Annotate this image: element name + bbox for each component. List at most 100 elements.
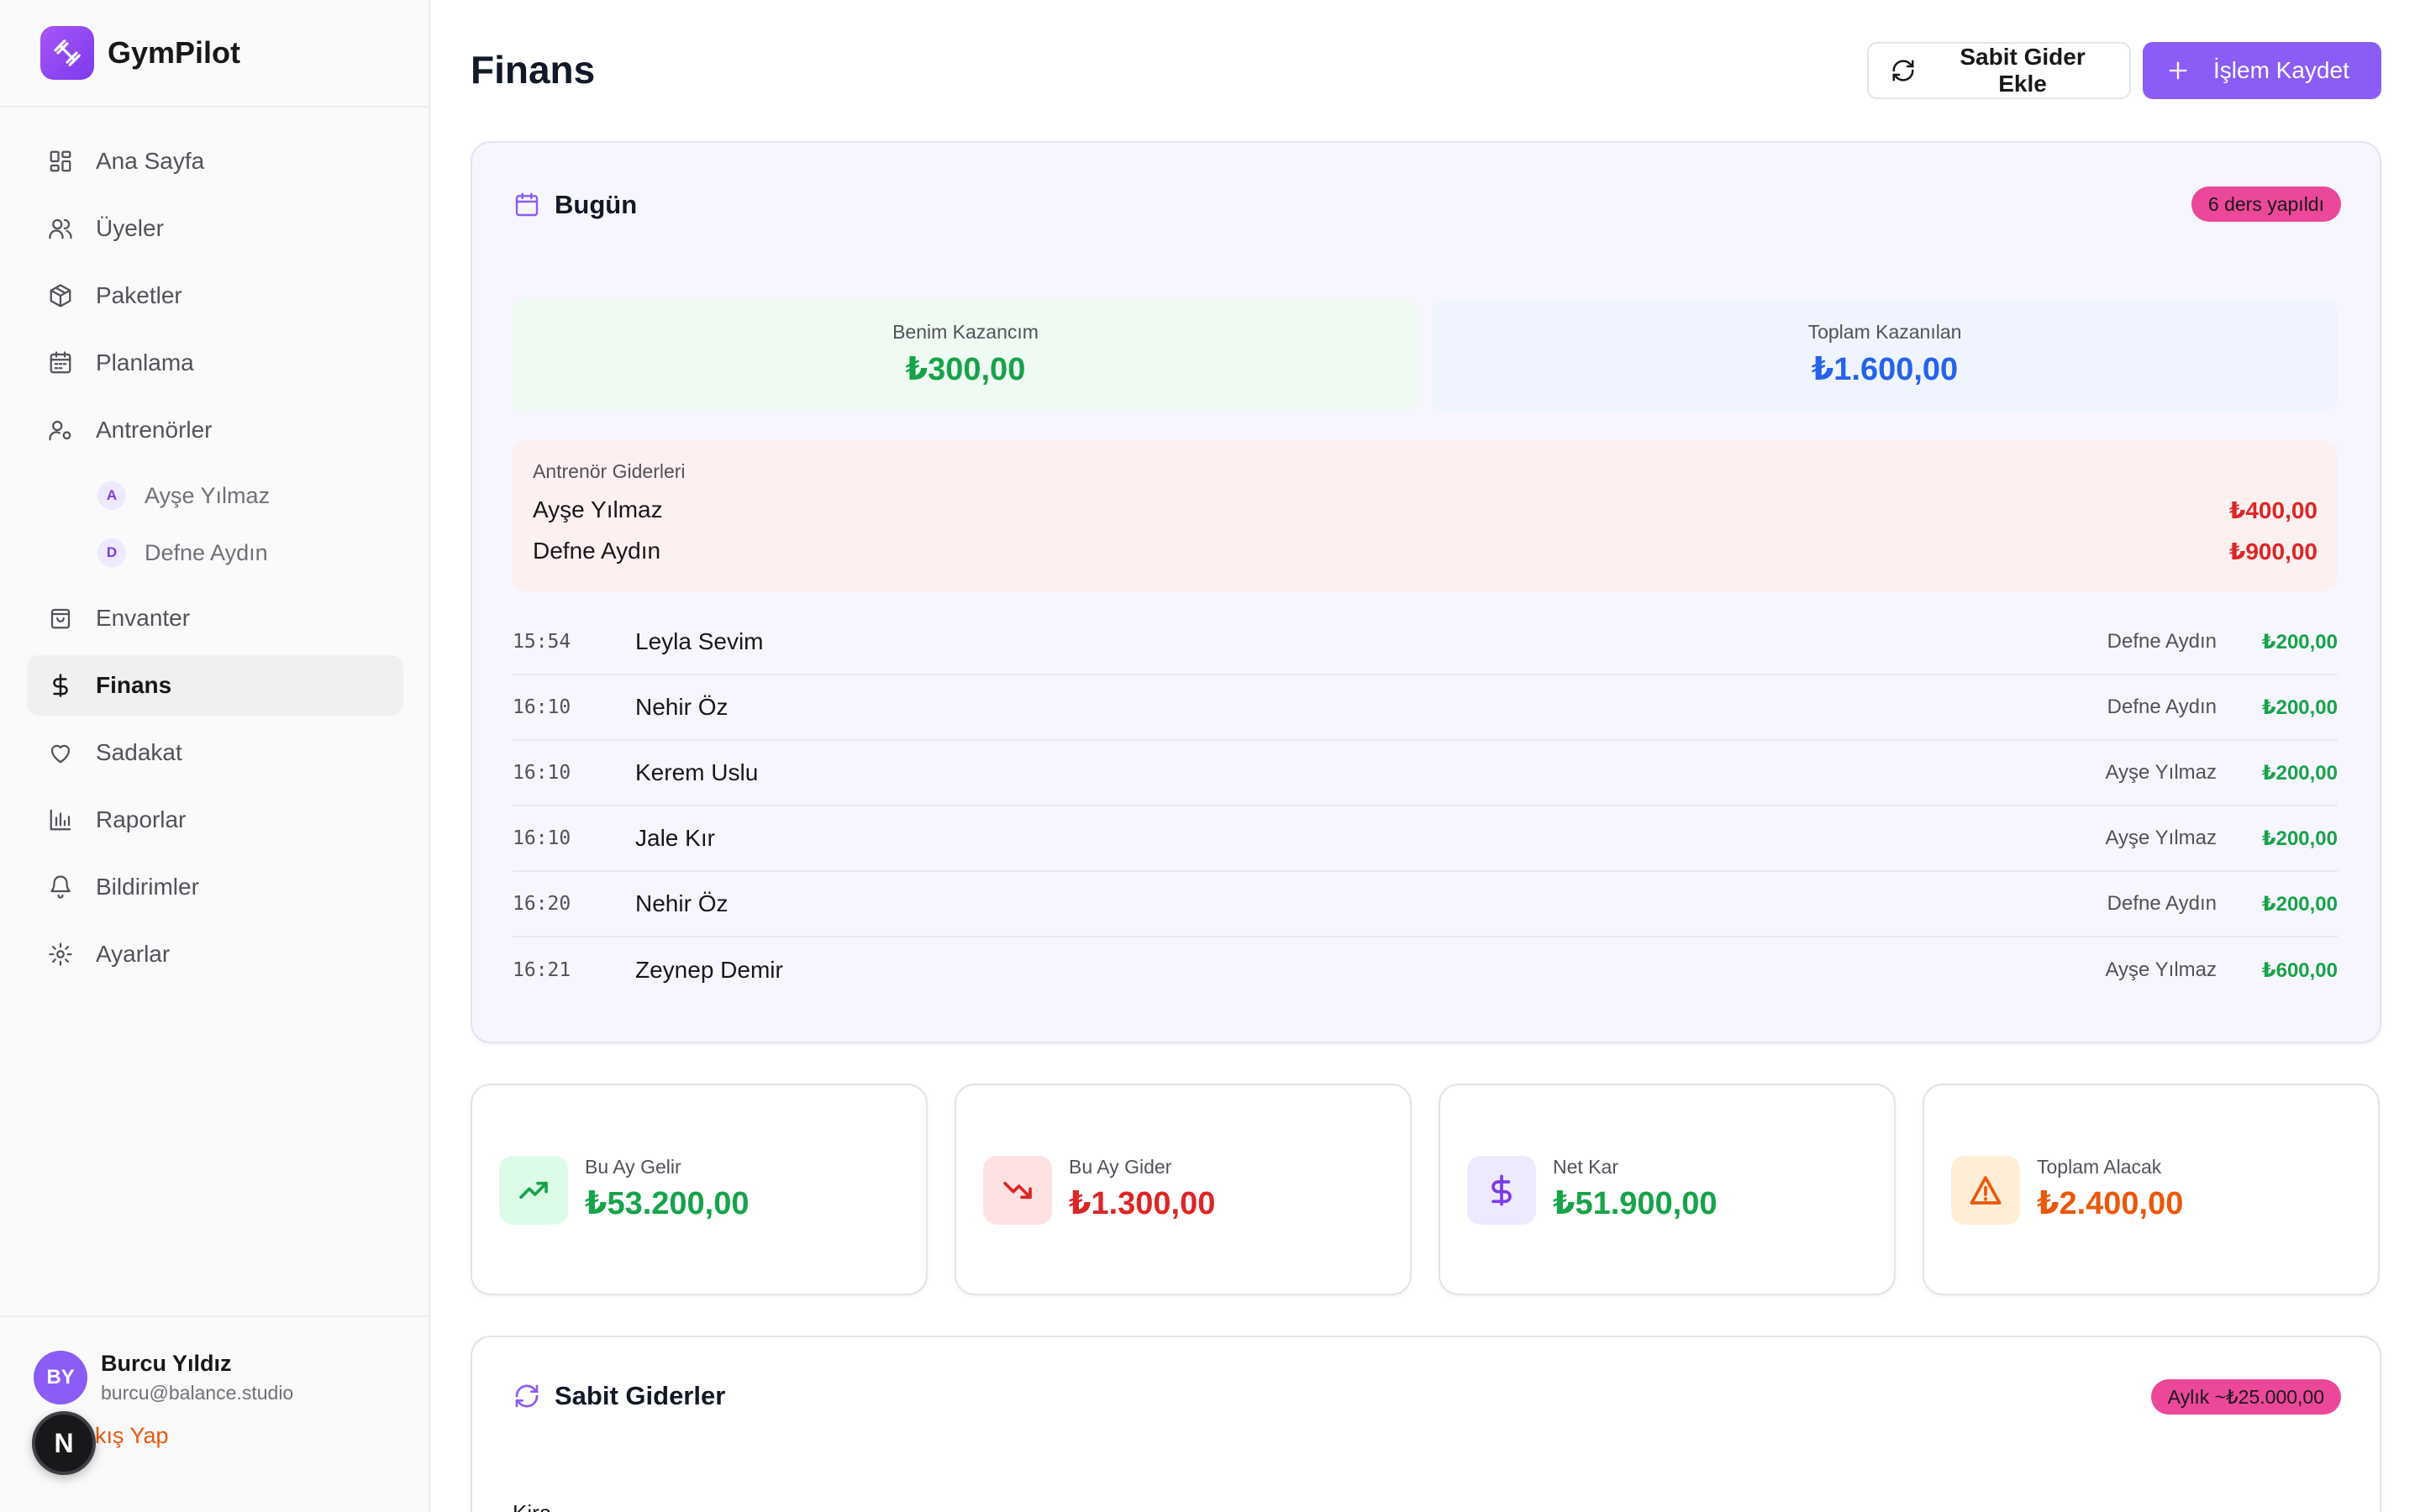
trainer-expenses-box: Antrenör Giderleri Ayşe Yılmaz ₺400,00 D… bbox=[513, 440, 2338, 591]
session-amount: ₺600,00 bbox=[2261, 958, 2338, 982]
today-title: Bugün bbox=[555, 190, 638, 219]
list-item[interactable]: 16:20 Nehir Öz Defne Aydın ₺200,00 bbox=[513, 872, 2338, 937]
session-member: Kerem Uslu bbox=[635, 759, 759, 785]
shopping-bag-icon bbox=[47, 605, 74, 632]
sidebar-item-bildirimler[interactable]: Bildirimler bbox=[27, 857, 403, 917]
sidebar-item-ayarlar[interactable]: Ayarlar bbox=[27, 924, 403, 984]
session-member: Zeynep Demir bbox=[635, 957, 783, 983]
total-earned-value: ₺1.600,00 bbox=[1811, 352, 1959, 387]
session-trainer: Defne Aydın bbox=[2107, 892, 2217, 915]
fixed-expense-item[interactable]: Kira bbox=[513, 1500, 551, 1512]
kpi-net-label: Net Kar bbox=[1553, 1156, 1618, 1178]
avatar: BY bbox=[34, 1351, 87, 1404]
list-item[interactable]: 15:54 Leyla Sevim Defne Aydın ₺200,00 bbox=[513, 610, 2338, 675]
sidebar-item-sadakat[interactable]: Sadakat bbox=[27, 722, 403, 783]
monthly-total-badge: Aylık ~₺25.000,00 bbox=[2150, 1379, 2341, 1415]
kpi-receivable-label: Toplam Alacak bbox=[2037, 1156, 2162, 1178]
users-icon bbox=[47, 215, 74, 242]
today-sessions-list: 15:54 Leyla Sevim Defne Aydın ₺200,00 16… bbox=[513, 610, 2338, 1003]
trainer-name: Ayşe Yılmaz bbox=[145, 482, 271, 508]
list-item[interactable]: 16:10 Nehir Öz Defne Aydın ₺200,00 bbox=[513, 675, 2338, 741]
fixed-expenses-title: Sabit Giderler bbox=[555, 1381, 726, 1410]
page-title: Finans bbox=[471, 48, 596, 92]
dollar-icon bbox=[1467, 1156, 1536, 1225]
add-fixed-expense-label: Sabit Gider Ekle bbox=[1960, 44, 2086, 97]
save-transaction-button[interactable]: İşlem Kaydet bbox=[2143, 42, 2381, 99]
trainer-expense-row: Defne Aydın ₺900,00 bbox=[533, 538, 2317, 565]
save-transaction-label: İşlem Kaydet bbox=[2213, 57, 2349, 83]
sidebar: GymPilot Ana Sayfa Üyeler Paketler Planl… bbox=[0, 0, 430, 1512]
list-item[interactable]: 16:10 Jale Kır Ayşe Yılmaz ₺200,00 bbox=[513, 806, 2338, 872]
trainer-expense-name: Ayşe Yılmaz bbox=[533, 496, 663, 522]
sidebar-item-finans[interactable]: Finans bbox=[27, 655, 403, 716]
sidebar-item-envanter[interactable]: Envanter bbox=[27, 588, 403, 648]
sidebar-item-uyeler[interactable]: Üyeler bbox=[27, 198, 403, 259]
sidebar-item-label: Ayarlar bbox=[96, 941, 171, 967]
plus-icon bbox=[2165, 57, 2191, 84]
session-amount: ₺200,00 bbox=[2261, 630, 2338, 654]
trainer-expense-name: Defne Aydın bbox=[533, 538, 661, 564]
user-profile[interactable]: BY Burcu Yıldız burcu@balance.studio bbox=[34, 1351, 293, 1404]
today-card: Bugün 6 ders yapıldı Benim Kazancım ₺300… bbox=[471, 141, 2381, 1043]
brand[interactable]: GymPilot bbox=[0, 0, 429, 108]
sidebar-nav: Ana Sayfa Üyeler Paketler Planlama Antre… bbox=[27, 131, 403, 991]
sidebar-item-label: Ana Sayfa bbox=[96, 148, 205, 174]
sidebar-item-paketler[interactable]: Paketler bbox=[27, 265, 403, 326]
sidebar-item-label: Antrenörler bbox=[96, 417, 213, 443]
alert-triangle-icon bbox=[1951, 1156, 2020, 1225]
calendar-icon bbox=[47, 349, 74, 376]
sidebar-item-label: Üyeler bbox=[96, 215, 164, 241]
session-amount: ₺200,00 bbox=[2261, 761, 2338, 785]
fixed-expenses-header: Sabit Giderler bbox=[513, 1381, 725, 1411]
trainer-expense-amount: ₺900,00 bbox=[2228, 538, 2317, 564]
lessons-done-badge: 6 ders yapıldı bbox=[2191, 186, 2341, 222]
sidebar-item-label: Paketler bbox=[96, 282, 182, 308]
kpi-income-card: Bu Ay Gelir ₺53.200,00 bbox=[471, 1084, 928, 1295]
trending-up-icon bbox=[499, 1156, 568, 1225]
add-fixed-expense-button[interactable]: Sabit Gider Ekle bbox=[1867, 42, 2131, 99]
session-time: 16:20 bbox=[513, 893, 571, 915]
sidebar-item-label: Bildirimler bbox=[96, 874, 199, 900]
calendar-icon bbox=[513, 191, 541, 219]
trainer-expense-amount: ₺400,00 bbox=[2228, 497, 2317, 523]
session-trainer: Ayşe Yılmaz bbox=[2105, 958, 2217, 981]
trending-down-icon bbox=[983, 1156, 1052, 1225]
session-member: Leyla Sevim bbox=[635, 628, 764, 654]
grid-icon bbox=[47, 148, 74, 175]
dev-tools-badge[interactable]: N bbox=[32, 1411, 96, 1475]
kpi-income-value: ₺53.200,00 bbox=[585, 1186, 750, 1221]
sidebar-item-planlama[interactable]: Planlama bbox=[27, 333, 403, 393]
heart-icon bbox=[47, 739, 74, 766]
session-time: 16:10 bbox=[513, 762, 571, 784]
session-time: 16:21 bbox=[513, 959, 571, 981]
bar-chart-icon bbox=[47, 806, 74, 833]
my-earnings-label: Benim Kazancım bbox=[892, 321, 1039, 343]
sidebar-item-antrenorler[interactable]: Antrenörler bbox=[27, 400, 403, 460]
list-item[interactable]: 16:21 Zeynep Demir Ayşe Yılmaz ₺600,00 bbox=[513, 937, 2338, 1003]
main-content: Finans Sabit Gider Ekle İşlem Kaydet Bug… bbox=[430, 0, 2420, 1512]
trainer-name: Defne Aydın bbox=[145, 539, 268, 565]
sidebar-item-ana-sayfa[interactable]: Ana Sayfa bbox=[27, 131, 403, 192]
bell-icon bbox=[47, 874, 74, 900]
my-earnings-box: Benim Kazancım ₺300,00 bbox=[513, 299, 1418, 412]
user-cog-icon bbox=[47, 417, 74, 444]
kpi-expense-card: Bu Ay Gider ₺1.300,00 bbox=[955, 1084, 1412, 1295]
trainer-expense-row: Ayşe Yılmaz ₺400,00 bbox=[533, 496, 2317, 524]
session-amount: ₺200,00 bbox=[2261, 696, 2338, 719]
sidebar-footer: BY Burcu Yıldız burcu@balance.studio Çık… bbox=[0, 1315, 429, 1512]
sidebar-item-raporlar[interactable]: Raporlar bbox=[27, 790, 403, 850]
sidebar-item-label: Envanter bbox=[96, 605, 191, 631]
session-trainer: Defne Aydın bbox=[2107, 630, 2217, 653]
list-item[interactable]: 16:10 Kerem Uslu Ayşe Yılmaz ₺200,00 bbox=[513, 741, 2338, 806]
refresh-icon bbox=[1891, 57, 1916, 84]
sidebar-item-label: Sadakat bbox=[96, 739, 182, 765]
session-trainer: Ayşe Yılmaz bbox=[2105, 761, 2217, 784]
sidebar-item-label: Raporlar bbox=[96, 806, 187, 832]
session-time: 15:54 bbox=[513, 631, 571, 653]
sidebar-trainer-defne[interactable]: D Defne Aydın bbox=[27, 524, 403, 581]
session-time: 16:10 bbox=[513, 696, 571, 718]
package-icon bbox=[47, 282, 74, 309]
sidebar-trainer-ayse[interactable]: A Ayşe Yılmaz bbox=[27, 467, 403, 524]
user-name: Burcu Yıldız bbox=[101, 1351, 232, 1376]
kpi-receivable-value: ₺2.400,00 bbox=[2037, 1186, 2184, 1221]
